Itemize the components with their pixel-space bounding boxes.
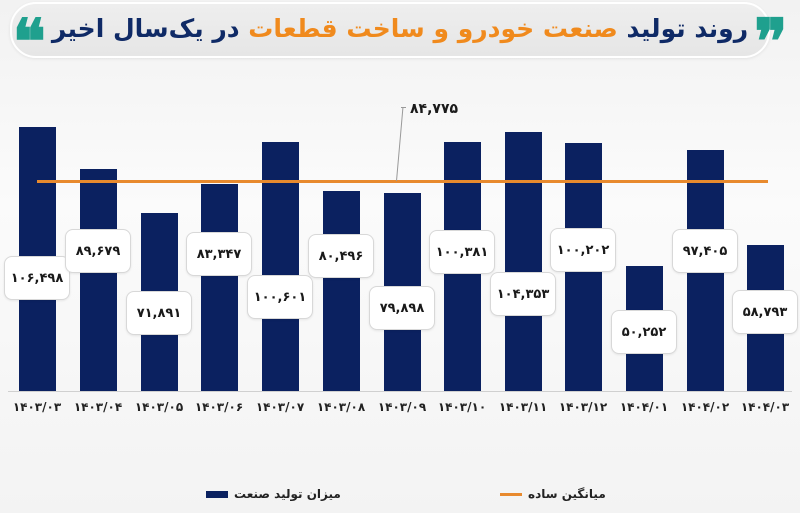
average-leader-tick [401,107,406,108]
legend-item-average: میانگین ساده [500,487,606,501]
data-label: ۹۷,۴۰۵ [672,229,738,273]
legend-average-label: میانگین ساده [528,487,606,501]
legend-bar-swatch [206,490,228,498]
x-tick-label: ۱۴۰۳/۰۶ [194,400,244,414]
data-label: ۱۰۰,۶۰۱ [247,275,313,319]
title-part-1: روند تولید [626,13,749,43]
x-tick-label: ۱۴۰۳/۱۲ [558,400,608,414]
x-tick-label: ۱۴۰۳/۰۵ [134,400,184,414]
legend-item-production: میزان تولید صنعت [206,487,341,501]
x-tick-label: ۱۴۰۳/۱۰ [437,400,487,414]
legend-production-label: میزان تولید صنعت [234,487,341,501]
x-tick-label: ۱۴۰۳/۱۱ [498,400,548,414]
bar [80,169,117,391]
x-axis [8,391,792,392]
data-label: ۸۳,۳۴۷ [186,232,252,276]
x-tick-label: ۱۴۰۳/۰۷ [255,400,305,414]
bar [323,191,360,391]
data-label: ۵۰,۲۵۲ [611,310,677,354]
x-tick-label: ۱۴۰۳/۰۴ [73,400,123,414]
data-label: ۵۸,۷۹۳ [732,290,798,334]
bar [505,132,542,391]
data-label: ۱۰۰,۳۸۱ [429,230,495,274]
average-leader-line [396,107,404,181]
x-tick-label: ۱۴۰۴/۰۳ [740,400,790,414]
x-tick-label: ۱۴۰۴/۰۲ [680,400,730,414]
title-banner [10,2,770,58]
average-label: ۸۴,۷۷۵ [410,101,459,117]
x-tick-label: ۱۴۰۳/۰۳ [12,400,62,414]
data-label: ۸۹,۶۷۹ [65,229,131,273]
x-tick-label: ۱۴۰۳/۰۹ [377,400,427,414]
x-tick-label: ۱۴۰۴/۰۱ [619,400,669,414]
title-part-3: در یک‌سال اخیر [51,13,240,43]
data-label: ۱۰۴,۳۵۳ [490,272,556,316]
data-label: ۸۰,۴۹۶ [308,234,374,278]
page-title: ❞ روند تولید صنعت خودرو و ساخت قطعات در … [0,0,800,73]
x-tick-label: ۱۴۰۳/۰۸ [316,400,366,414]
data-label: ۱۰۰,۲۰۲ [550,228,616,272]
data-label: ۱۰۶,۴۹۸ [4,256,70,300]
data-label: ۷۹,۸۹۸ [369,286,435,330]
quote-close-icon: ❝ [12,5,46,78]
bar [262,142,299,391]
average-line [37,180,768,183]
title-part-2: صنعت خودرو و ساخت قطعات [248,13,618,43]
legend-line-swatch [500,492,522,496]
data-label: ۷۱,۸۹۱ [126,291,192,335]
bar [201,184,238,391]
quote-open-icon: ❞ [754,5,788,78]
